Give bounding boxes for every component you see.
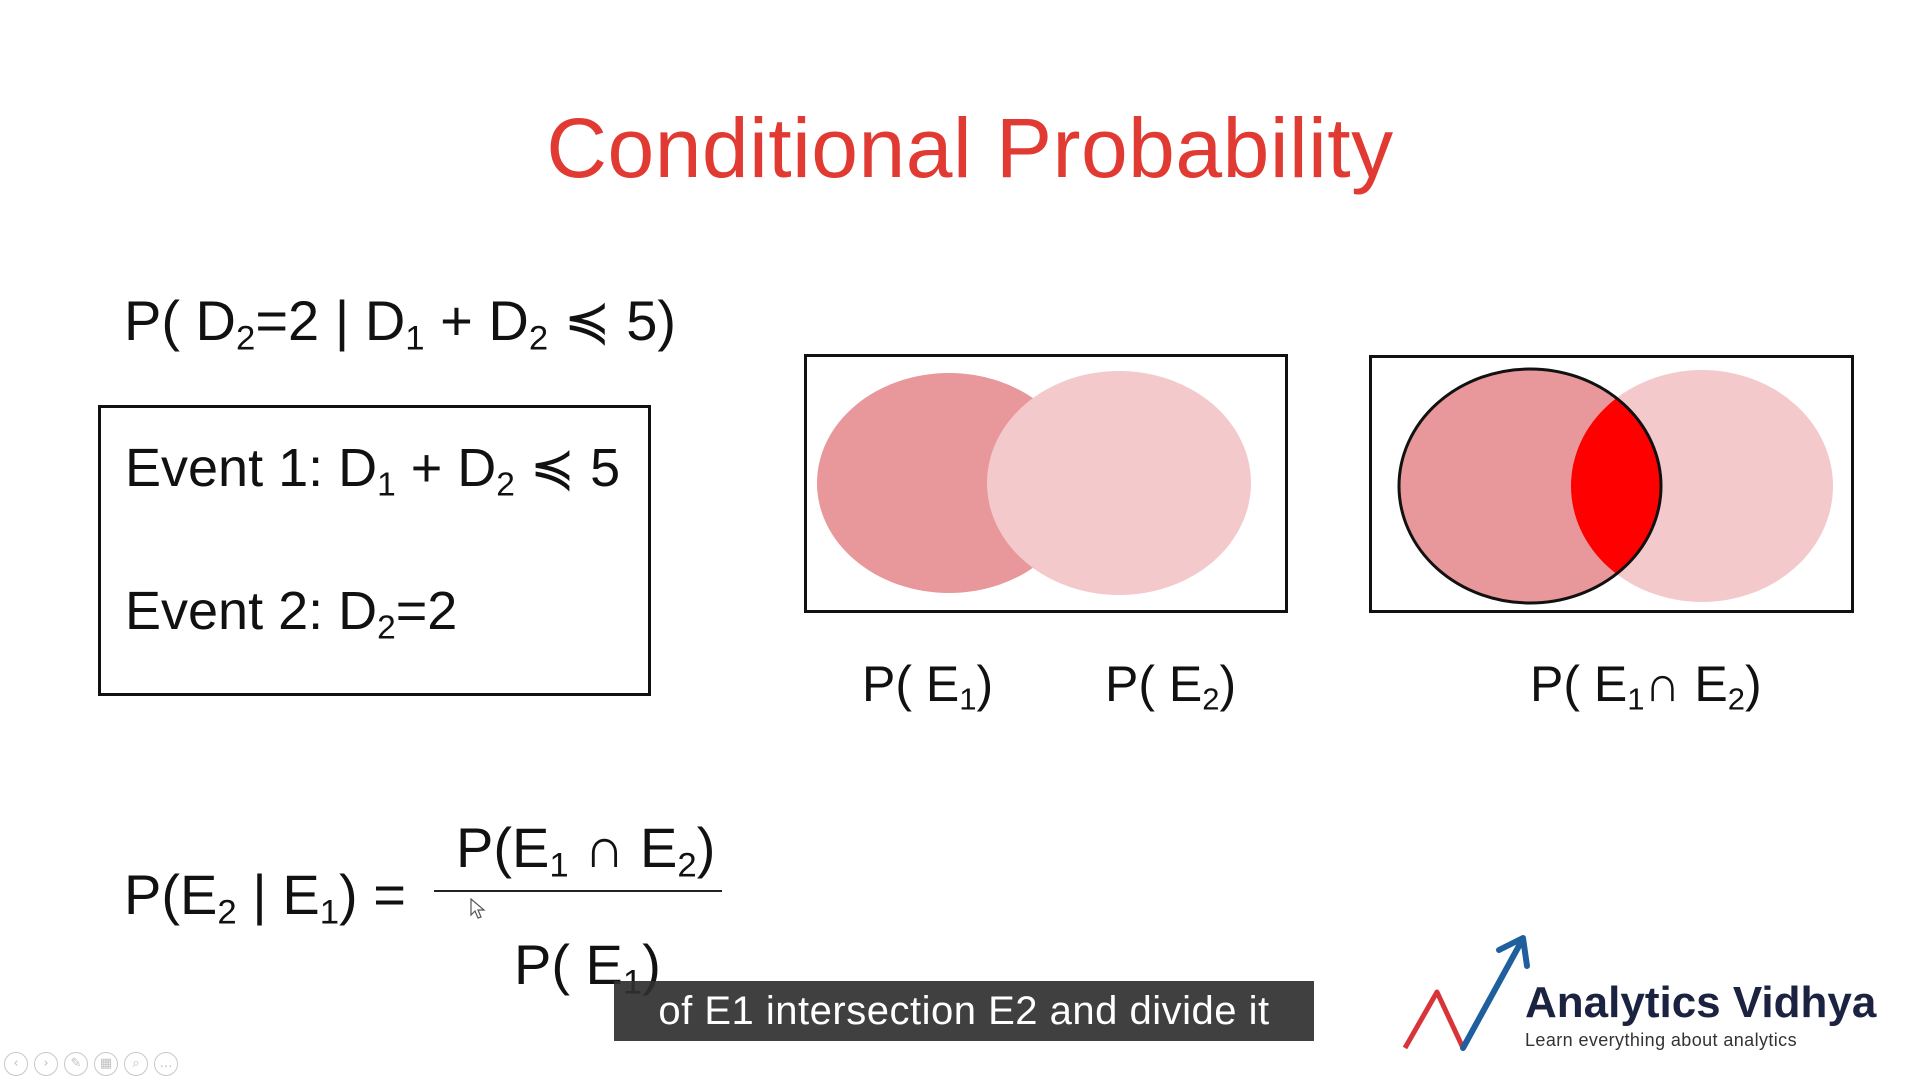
label-p-e2-close: ) [1219, 656, 1237, 712]
condition-formula-part3: ≼ 5) [548, 289, 676, 352]
pen-icon[interactable]: ✎ [64, 1052, 88, 1076]
event-1-line: Event 1: D1 + D2 ≼ 5 [125, 436, 620, 504]
label-int-text: P( E [1530, 656, 1628, 712]
label-p-intersection: P( E1∩ E2) [1530, 655, 1762, 718]
event-1-sub2: 2 [496, 466, 515, 504]
label-p-e1: P( E1) [862, 655, 993, 718]
event-1-text: Event 1: D [125, 438, 378, 498]
event-1-sub1: 1 [377, 466, 396, 504]
lhs-sub1: 2 [217, 893, 237, 932]
condition-formula-part1: =2 | D [255, 289, 406, 352]
event-2-part1: =2 [395, 581, 458, 641]
label-p-e1-text: P( E [862, 656, 960, 712]
event-2-line: Event 2: D2=2 [125, 580, 457, 647]
subtitle-caption: of E1 intersection E2 and divide it [614, 981, 1314, 1041]
event-2-sub1: 2 [377, 609, 396, 647]
lhs-close: ) = [339, 863, 406, 926]
lhs-p: P(E [124, 863, 218, 926]
zoom-icon[interactable]: ⌕ [124, 1052, 148, 1076]
label-p-e1-close: ) [976, 656, 994, 712]
venn2-intersection-region [1571, 370, 1661, 602]
num-close: ) [696, 816, 716, 879]
num-sub2: 2 [677, 846, 697, 885]
more-icon[interactable]: … [154, 1052, 178, 1076]
condition-formula-sub3: 2 [528, 319, 549, 358]
event-1-part1: + D [395, 438, 497, 498]
condition-formula-sub2: 1 [405, 319, 425, 358]
events-box: Event 1: D1 + D2 ≼ 5 Event 2: D2=2 [98, 405, 651, 696]
venn-intersection-svg [1397, 367, 1833, 605]
condition-formula-sub1: 2 [236, 319, 256, 358]
logo-arrow-icon [1402, 935, 1530, 1051]
fraction-bar [434, 890, 722, 892]
analytics-vidhya-logo: Analytics Vidhya Learn everything about … [1395, 930, 1895, 1060]
conditional-formula-lhs: P(E2 | E1) = [124, 862, 406, 933]
venn2-e1-outline [1397, 367, 1663, 605]
player-controls: ‹ › ✎ ▦ ⌕ … [4, 1052, 178, 1078]
event-2-text: Event 2: D [125, 581, 378, 641]
grid-icon[interactable]: ▦ [94, 1052, 118, 1076]
label-p-e1-sub: 1 [959, 681, 977, 717]
venn-diagram-intersection [1369, 355, 1854, 613]
slide-title: Conditional Probability [546, 101, 1394, 195]
den-close: ) [642, 933, 661, 996]
logo-tagline: Learn everything about analytics [1525, 1030, 1797, 1050]
lhs-sub2: 1 [319, 893, 339, 932]
venn-diagram-separate [804, 354, 1288, 613]
label-int-mid: ∩ E [1644, 656, 1728, 712]
venn-set-e2 [987, 371, 1251, 595]
prev-icon[interactable]: ‹ [4, 1052, 28, 1076]
condition-formula: P( D2=2 | D1 + D2 ≼ 5) [124, 288, 676, 359]
event-1-part2: ≼ 5 [514, 438, 621, 498]
label-p-e2: P( E2) [1105, 655, 1236, 718]
venn-separate-svg [817, 371, 1251, 595]
den-p: P( E [514, 933, 623, 996]
label-int-close: ) [1744, 656, 1762, 712]
label-int-sub1: 1 [1627, 681, 1645, 717]
next-icon[interactable]: › [34, 1052, 58, 1076]
condition-formula-part2: + D [424, 289, 529, 352]
label-p-e2-text: P( E [1105, 656, 1203, 712]
lhs-mid: | E [236, 863, 320, 926]
condition-formula-p: P( D [124, 289, 236, 352]
label-int-sub2: 2 [1727, 681, 1745, 717]
mouse-cursor-icon [470, 898, 486, 919]
num-sub1: 1 [549, 846, 569, 885]
formula-numerator: P(E1 ∩ E2) [456, 815, 715, 886]
num-p: P(E [456, 816, 550, 879]
label-p-e2-sub: 2 [1202, 681, 1220, 717]
num-mid: ∩ E [568, 816, 678, 879]
logo-name: Analytics Vidhya [1525, 978, 1877, 1027]
